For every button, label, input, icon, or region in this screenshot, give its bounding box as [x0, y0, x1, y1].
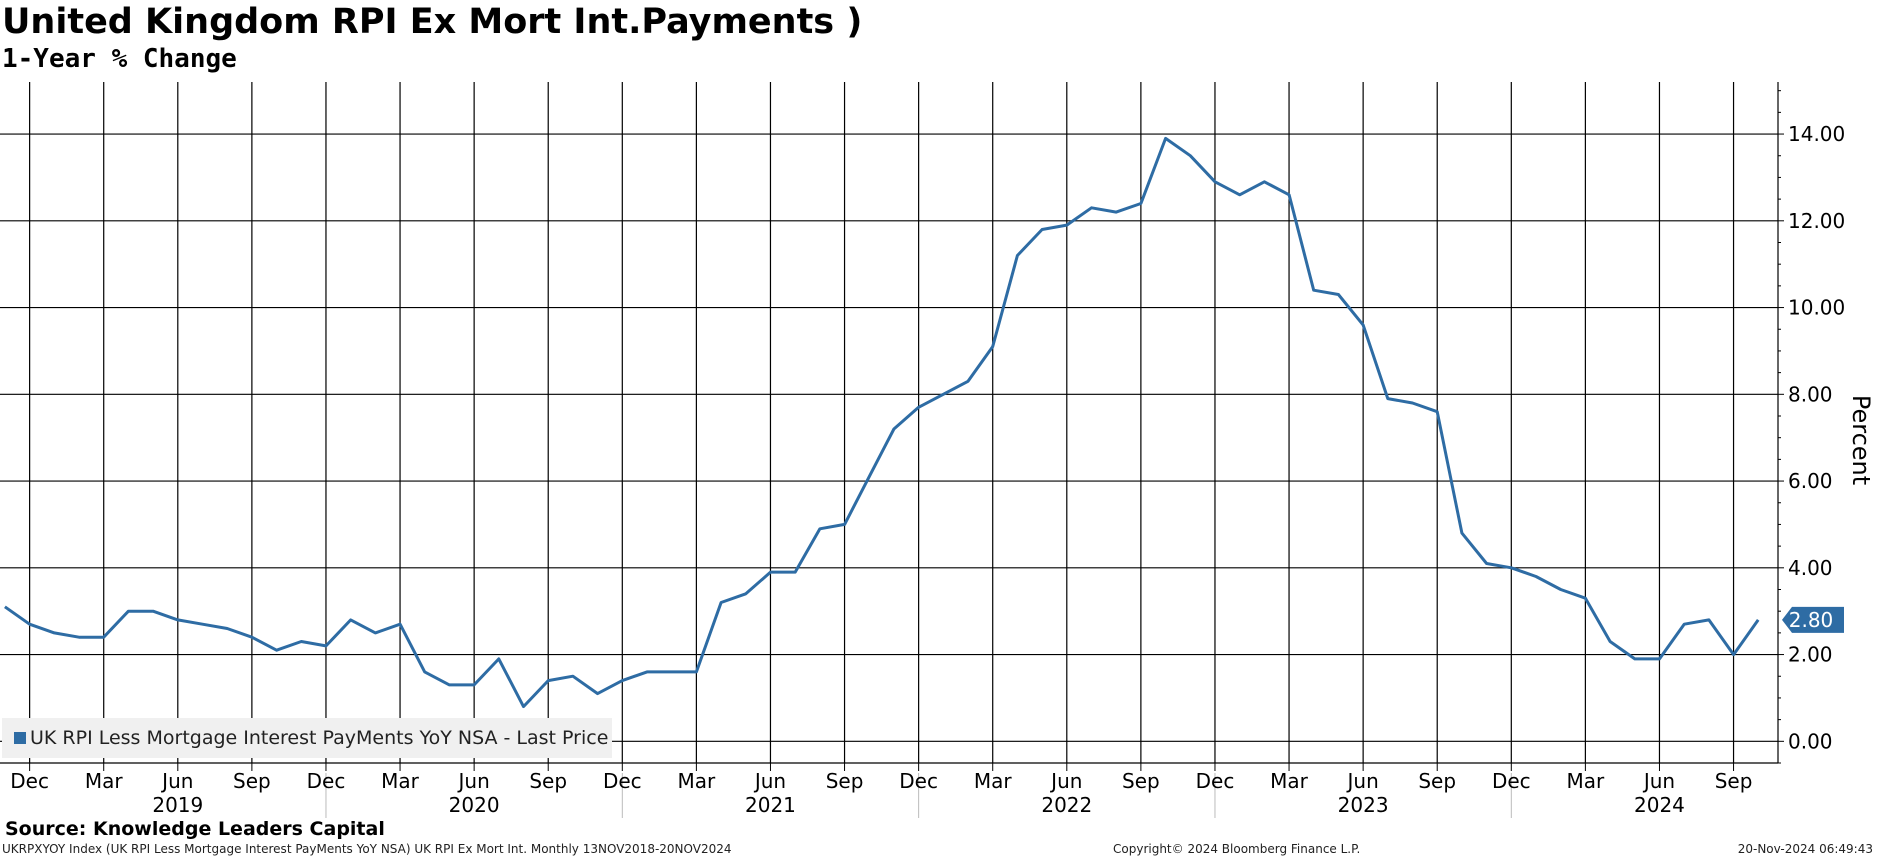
last-price-flag — [1782, 606, 1844, 633]
tick-labels: Dec Mar Jun Sep Dec Mar Jun Sep Dec Mar Jun Sep Dec M… — [10, 122, 1875, 817]
x-year-label: 2019 — [152, 793, 203, 817]
y-tick-label: 12.00 — [1788, 209, 1845, 233]
last-price-label: 2.80 — [1789, 608, 1834, 632]
x-tick-label: Dec — [307, 769, 346, 793]
y-tick-label: 0.00 — [1788, 729, 1833, 753]
x-year-label: 2023 — [1338, 793, 1389, 817]
y-tick-label: 14.00 — [1788, 122, 1845, 146]
x-year-label: 2024 — [1634, 793, 1685, 817]
x-tick-label: Jun — [1346, 769, 1379, 793]
y-tick-label: 10.00 — [1788, 296, 1845, 320]
footer-ticker-description: UKRPXYOY Index (UK RPI Less Mortgage Int… — [2, 842, 732, 856]
x-tick-label: Jun — [1049, 769, 1082, 793]
series-line — [4, 136, 1760, 709]
x-tick-label: Sep — [1122, 769, 1160, 793]
x-tick-label: Jun — [160, 769, 193, 793]
axes — [0, 82, 1784, 818]
legend: UK RPI Less Mortgage Interest PayMents Y… — [2, 718, 612, 758]
legend-label: UK RPI Less Mortgage Interest PayMents Y… — [30, 727, 609, 749]
y-tick-label: 8.00 — [1788, 382, 1833, 406]
x-tick-label: Dec — [603, 769, 642, 793]
x-tick-label: Dec — [10, 769, 49, 793]
x-tick-label: Sep — [1418, 769, 1456, 793]
x-tick-label: Mar — [85, 769, 124, 793]
y-tick-label: 2.00 — [1788, 643, 1833, 667]
x-tick-label: Mar — [974, 769, 1013, 793]
x-tick-label: Sep — [233, 769, 271, 793]
x-tick-label: Jun — [753, 769, 786, 793]
chart-title: United Kingdom RPI Ex Mort Int.Payments … — [2, 2, 863, 42]
chart-subtitle: 1-Year % Change — [2, 44, 237, 74]
y-tick-label: 6.00 — [1788, 469, 1833, 493]
x-tick-label: Sep — [529, 769, 567, 793]
footer-timestamp: 20-Nov-2024 06:49:43 — [1737, 842, 1873, 856]
x-tick-label: Mar — [1567, 769, 1606, 793]
x-year-label: 2022 — [1041, 793, 1092, 817]
plot-area — [0, 82, 1778, 763]
y-axis-label: Percent — [1847, 395, 1875, 485]
x-year-label: 2021 — [745, 793, 796, 817]
x-year-label: 2020 — [449, 793, 500, 817]
source-note: Source: Knowledge Leaders Capital — [5, 818, 385, 840]
x-tick-label: Sep — [826, 769, 864, 793]
x-tick-label: Dec — [1196, 769, 1235, 793]
x-tick-label: Jun — [1642, 769, 1675, 793]
footer-copyright: Copyright© 2024 Bloomberg Finance L.P. — [1113, 842, 1361, 856]
series-layer — [4, 136, 1760, 709]
legend-swatch — [14, 732, 26, 744]
x-tick-label: Mar — [381, 769, 420, 793]
y-tick-label: 4.00 — [1788, 556, 1833, 580]
grid-lines — [0, 82, 1778, 763]
x-tick-label: Mar — [1270, 769, 1309, 793]
x-tick-label: Jun — [457, 769, 490, 793]
x-tick-label: Sep — [1715, 769, 1753, 793]
x-tick-label: Dec — [899, 769, 938, 793]
x-tick-label: Mar — [678, 769, 717, 793]
x-tick-label: Dec — [1492, 769, 1531, 793]
